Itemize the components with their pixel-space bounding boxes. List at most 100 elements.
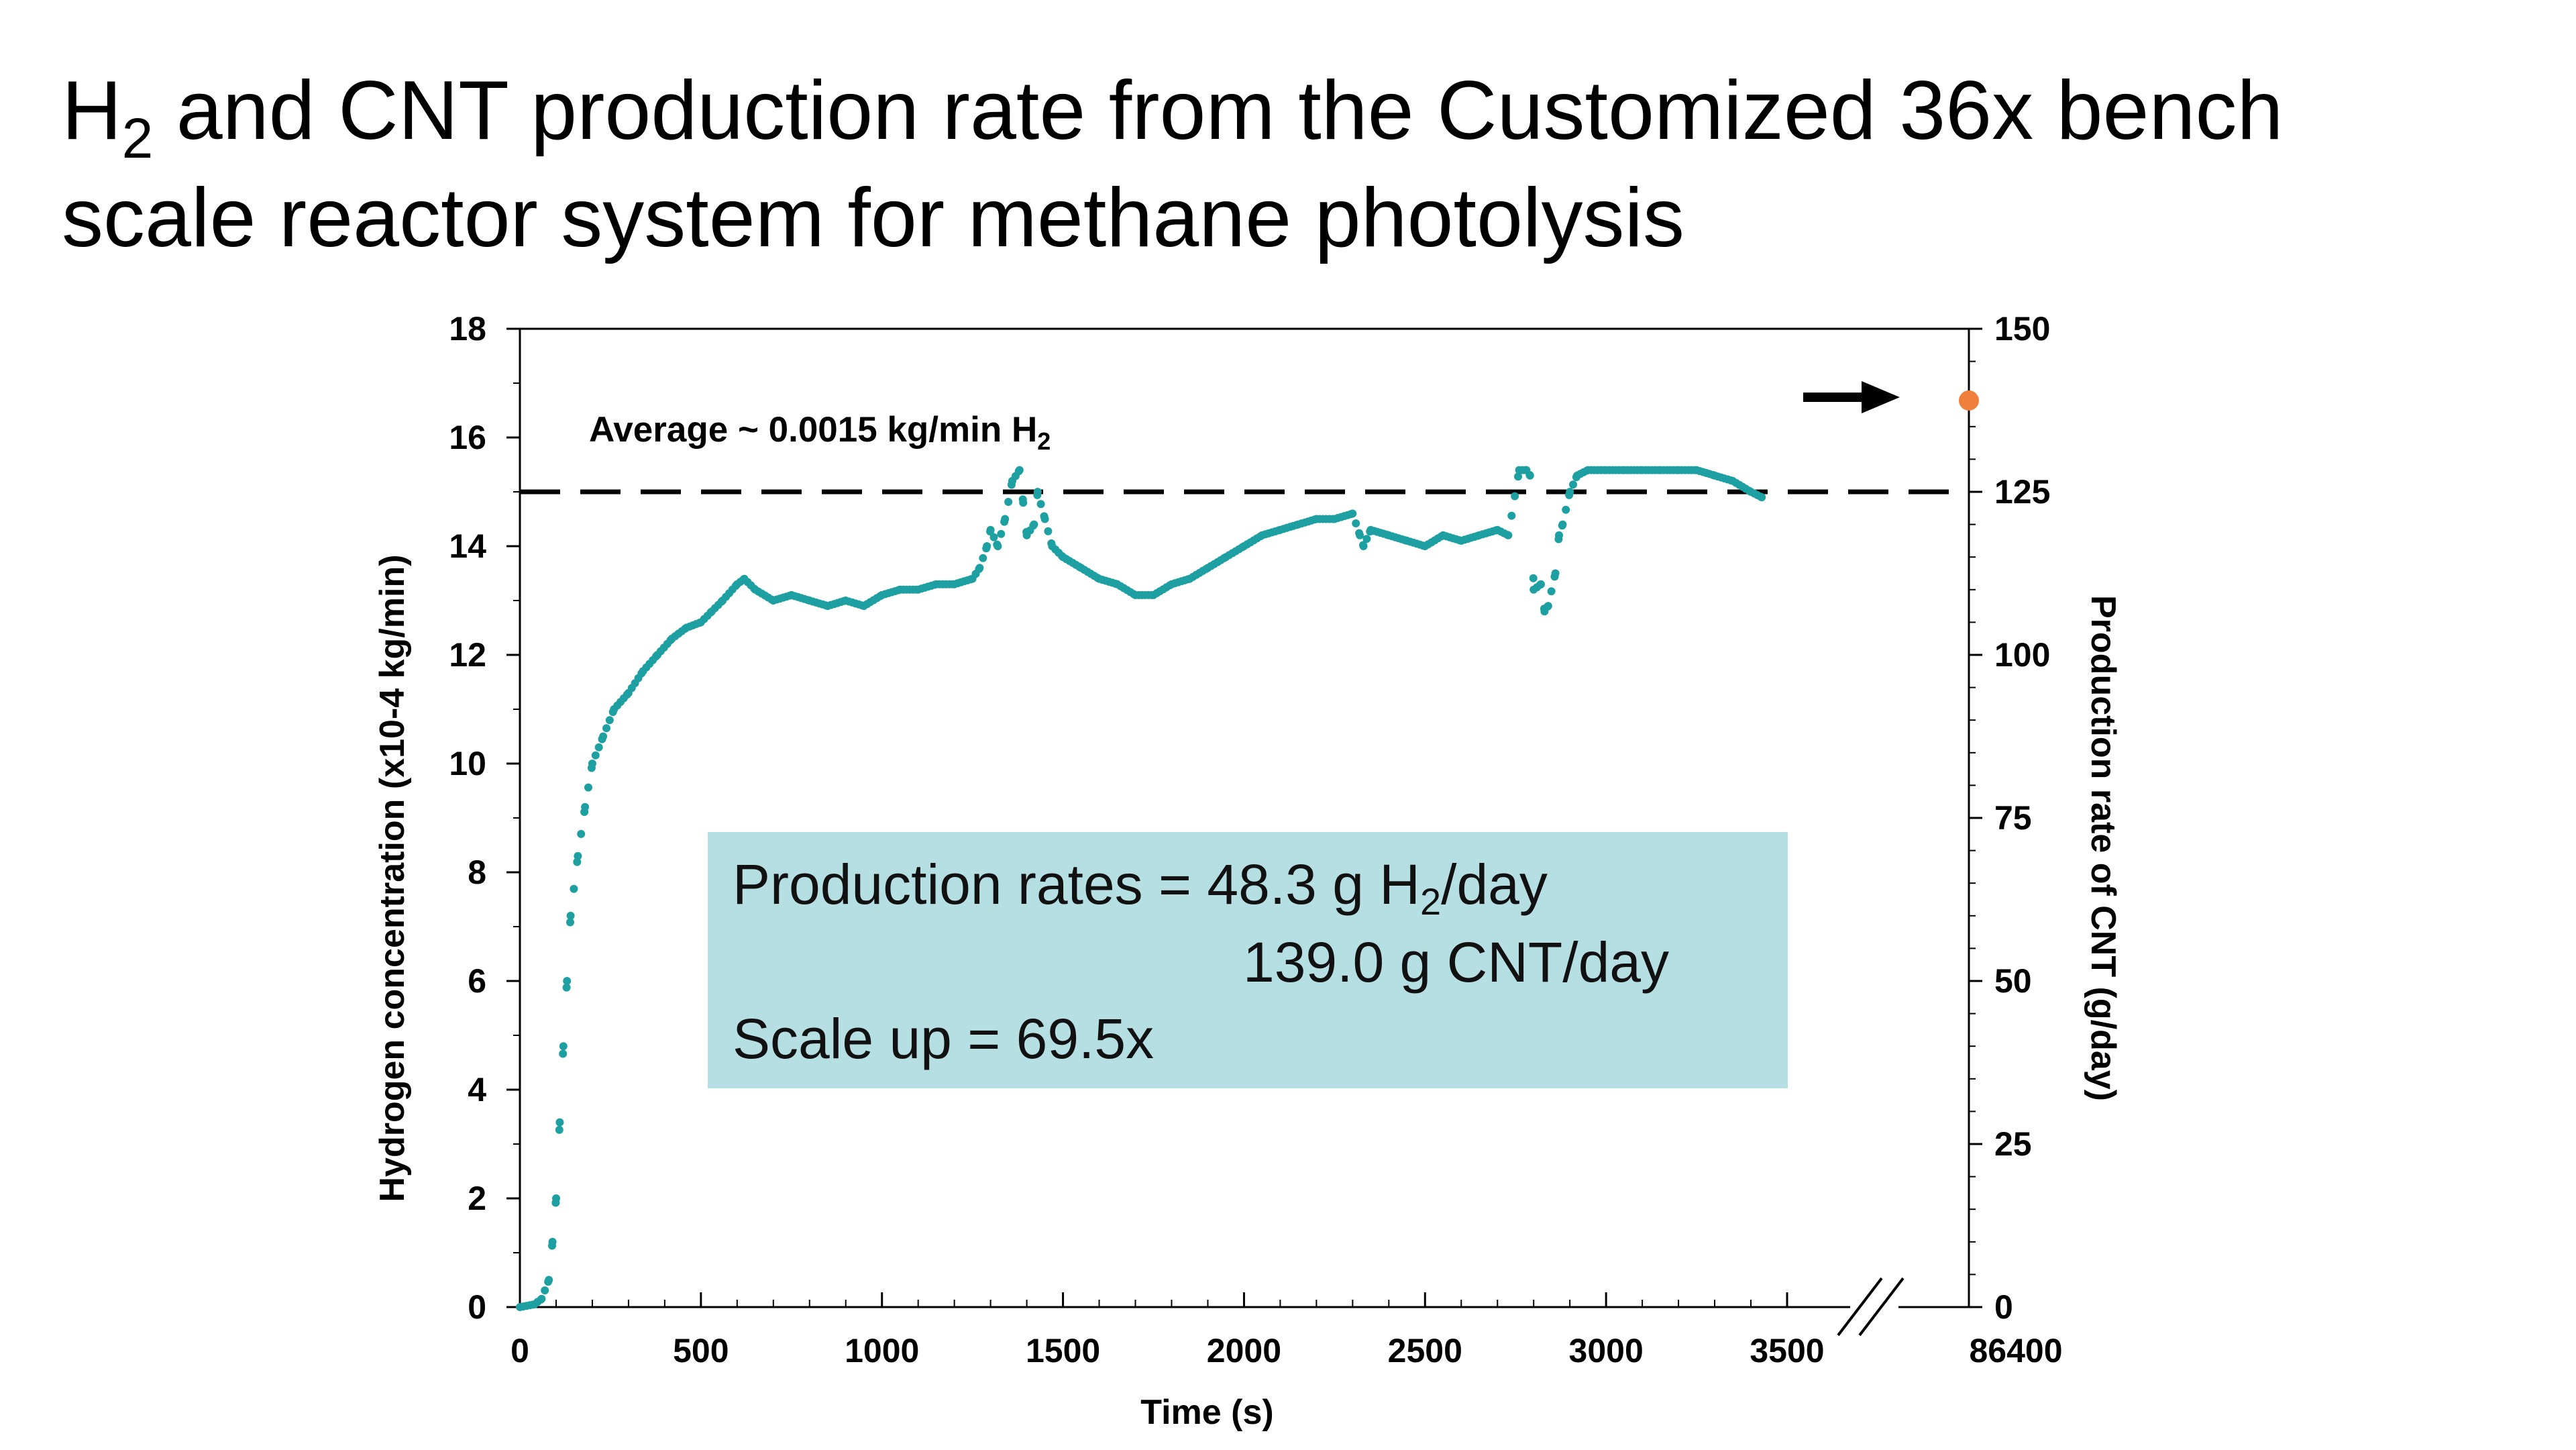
- chart-axes: 0 500 1000 1500 2000 2500 3000 3500 864000246810…: [449, 310, 2062, 1369]
- hydrogen-data-point: [555, 1118, 564, 1127]
- hydrogen-data-point: [1537, 580, 1545, 588]
- x-tick-label: 1000: [845, 1332, 919, 1369]
- hydrogen-data-point: [573, 858, 582, 866]
- hydrogen-data-point: [979, 554, 987, 562]
- hydrogen-data-point: [1019, 499, 1028, 507]
- x-tick-label: 2500: [1388, 1332, 1462, 1369]
- hydrogen-data-point: [605, 716, 614, 725]
- y-right-tick-label: 100: [1994, 636, 2050, 674]
- hydrogen-data-point: [1758, 493, 1766, 502]
- hydrogen-data-point: [1555, 531, 1563, 539]
- hydrogen-data-point: [577, 829, 586, 838]
- scale-up-line: Scale up = 69.5x: [733, 1007, 1155, 1070]
- hydrogen-data-point: [548, 1237, 557, 1246]
- y-left-tick-label: 12: [449, 636, 486, 674]
- axis-break-mark: [1837, 1277, 1883, 1337]
- hydrogen-data-point: [566, 911, 575, 920]
- hydrogen-data-point: [1547, 587, 1556, 596]
- x-axis-title: Time (s): [1140, 1393, 1273, 1432]
- y-right-tick-label: 150: [1994, 310, 2050, 348]
- hydrogen-data-point: [591, 751, 600, 760]
- hydrogen-data-point: [574, 851, 582, 860]
- hydrogen-data-point: [1569, 480, 1577, 489]
- y-left-tick-label: 16: [449, 419, 486, 456]
- hydrogen-data-point: [602, 724, 610, 733]
- hydrogen-data-point: [1033, 488, 1042, 496]
- hydrogen-data-point: [1562, 505, 1570, 514]
- x-tick-label: 500: [673, 1332, 729, 1369]
- cnt-data-point: [1959, 390, 1979, 411]
- slide-title: H2 and CNT production rate from the Cust…: [62, 64, 2284, 264]
- hydrogen-data-point: [1566, 488, 1574, 496]
- y-right-tick-label: 75: [1994, 799, 2032, 837]
- average-label: Average ~ 0.0015 kg/min H2: [589, 410, 1051, 455]
- y-left-tick-label: 14: [449, 527, 486, 565]
- hydrogen-data-point: [1348, 509, 1357, 518]
- y-left-tick-label: 4: [468, 1071, 486, 1108]
- hydrogen-data-point: [986, 525, 995, 534]
- hydrogen-data-point: [537, 1294, 546, 1303]
- hydrogen-data-point: [559, 1049, 568, 1058]
- hydrogen-data-point: [1529, 574, 1538, 582]
- average-line-group: Average ~ 0.0015 kg/min H2: [520, 410, 1969, 495]
- production-rates-box: Production rates = 48.3 g H2/day 139.0 g…: [708, 832, 1788, 1088]
- hydrogen-data-point: [570, 884, 578, 893]
- hydrogen-data-point: [566, 918, 574, 927]
- y-left-tick-label: 6: [468, 962, 486, 1000]
- hydrogen-data-point: [599, 732, 608, 741]
- hydrogen-data-point: [584, 783, 592, 792]
- y-right-tick-label: 125: [1994, 473, 2050, 511]
- hydrogen-data-point: [1504, 531, 1513, 539]
- y-left-tick-label: 18: [449, 310, 486, 348]
- y-left-tick-label: 10: [449, 745, 486, 782]
- x-tick-label: 1500: [1026, 1332, 1100, 1369]
- x-tick-label: 2000: [1207, 1332, 1281, 1369]
- y-left-tick-label: 0: [468, 1288, 486, 1326]
- hydrogen-data-point: [1525, 471, 1534, 480]
- x-tick-label: 3000: [1569, 1332, 1644, 1369]
- y-axis-right-title: Production rate of CNT (g/day): [2084, 595, 2123, 1101]
- hydrogen-data-point: [1030, 520, 1038, 529]
- arrow-right-icon: [1803, 381, 1900, 413]
- hydrogen-data-point: [1511, 492, 1519, 501]
- hydrogen-data-point: [989, 533, 998, 541]
- hydrogen-data-point: [1558, 520, 1567, 529]
- y-right-tick-label: 50: [1994, 962, 2032, 1000]
- hydrogen-series: [516, 390, 1979, 1311]
- hydrogen-data-point: [1507, 511, 1516, 520]
- hydrogen-data-point: [1356, 531, 1364, 539]
- hydrogen-data-point: [1359, 542, 1368, 550]
- production-rates-line: Production rates = 48.3 g H2/day: [733, 853, 1548, 923]
- hydrogen-data-point: [1362, 535, 1371, 543]
- hydrogen-data-point: [541, 1286, 549, 1295]
- hydrogen-data-point: [559, 1042, 568, 1051]
- x-tick-label: 3500: [1750, 1332, 1824, 1369]
- hydrogen-data-point: [563, 977, 572, 985]
- hydrogen-data-point: [581, 802, 590, 811]
- hydrogen-data-point: [1015, 466, 1024, 474]
- hydrogen-data-point: [1352, 519, 1360, 527]
- hydrogen-data-point: [594, 743, 603, 752]
- hydrogen-data-point: [1036, 500, 1045, 509]
- hydrogen-data-point: [562, 983, 571, 992]
- hydrogen-data-point: [1551, 569, 1560, 578]
- hydrogen-data-point: [552, 1194, 560, 1202]
- x-tick-label: 0: [511, 1332, 529, 1369]
- y-left-tick-label: 2: [468, 1180, 486, 1217]
- hydrogen-data-point: [1040, 515, 1049, 523]
- y-right-tick-label: 25: [1994, 1125, 2032, 1163]
- hydrogen-data-point: [975, 564, 984, 572]
- hydrogen-data-point: [545, 1276, 553, 1284]
- hydrogen-data-point: [588, 760, 596, 768]
- hydrogen-data-point: [1004, 498, 1013, 506]
- hydrogen-data-point: [994, 542, 1002, 550]
- y-left-tick-label: 8: [468, 853, 486, 891]
- hydrogen-data-point: [1514, 472, 1522, 481]
- hydrogen-data-point: [983, 542, 991, 550]
- hydrogen-data-point: [555, 1125, 564, 1134]
- hydrogen-data-point: [997, 529, 1006, 538]
- axis-break-mark: [1858, 1277, 1904, 1337]
- y-right-tick-label: 0: [1994, 1288, 2013, 1326]
- hydrogen-data-point: [1544, 602, 1552, 611]
